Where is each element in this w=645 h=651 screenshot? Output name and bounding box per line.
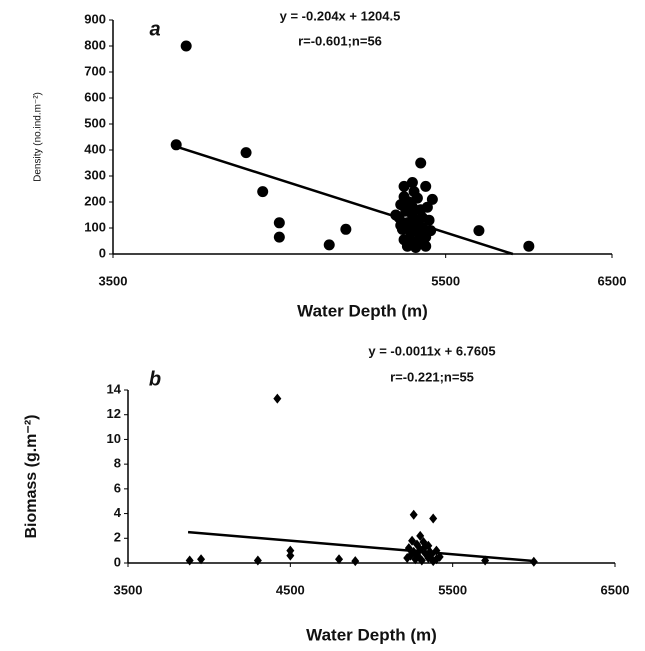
y-tick-label: 300 (84, 167, 106, 182)
y-tick-label: 0 (99, 245, 106, 260)
panel-label: b (149, 368, 161, 390)
x-tick-label: 6500 (601, 582, 630, 597)
point (273, 393, 282, 404)
y-tick-label: 100 (84, 219, 106, 234)
point (395, 219, 407, 231)
y-tick-label: 0 (114, 554, 121, 569)
equation: r=-0.601;n=56 (298, 33, 382, 48)
point (351, 556, 360, 567)
y-tick-label: 2 (114, 530, 121, 545)
y-tick-label: 12 (107, 406, 121, 421)
point (481, 555, 490, 566)
point (416, 212, 428, 224)
point (240, 147, 252, 159)
y-tick-label: 14 (107, 381, 122, 396)
x-tick-label: 3500 (114, 582, 143, 597)
y-tick-label: 900 (84, 11, 106, 26)
point (403, 553, 412, 564)
point (421, 541, 430, 552)
y-tick-label: 700 (84, 63, 106, 78)
equation: y = -0.204x + 1204.5 (280, 8, 401, 23)
point (432, 554, 441, 565)
trend-line (187, 530, 534, 563)
point (410, 242, 422, 253)
point (257, 186, 269, 198)
y-tick-label: 600 (84, 89, 106, 104)
point (416, 530, 425, 541)
point (390, 209, 402, 221)
point (415, 157, 427, 169)
panel-label: a (149, 18, 160, 40)
trend-line (174, 144, 514, 256)
point (398, 191, 410, 203)
y-tick-label: 8 (114, 456, 121, 471)
point (340, 223, 352, 235)
point (197, 554, 206, 565)
y-tick-label: 6 (114, 480, 121, 495)
x-tick-label: 5500 (431, 273, 460, 288)
point (425, 546, 434, 557)
y-tick-label: 500 (84, 115, 106, 130)
point (185, 555, 194, 566)
point (253, 555, 262, 566)
equation: y = -0.0011x + 6.7605 (368, 343, 495, 358)
point (170, 139, 182, 151)
y-axis-label: Biomass (g.m⁻²) (23, 414, 40, 538)
y-axis-label: Density (no.ind.m⁻²) (33, 92, 44, 182)
point (406, 177, 418, 188)
x-tick-label: 3500 (99, 273, 128, 288)
point (420, 240, 432, 252)
point (425, 225, 437, 237)
point (426, 193, 438, 205)
point (403, 232, 415, 244)
point (421, 201, 433, 213)
point (323, 239, 335, 251)
point (408, 186, 420, 198)
point (398, 180, 410, 192)
point (523, 240, 535, 252)
point (406, 201, 418, 213)
point (335, 554, 344, 565)
point (180, 40, 192, 52)
x-tick-label: 6500 (598, 273, 627, 288)
y-tick-label: 800 (84, 37, 106, 52)
point (473, 225, 485, 237)
point (412, 549, 421, 560)
point (420, 180, 432, 192)
equation: r=-0.221;n=55 (390, 369, 474, 384)
point (273, 231, 285, 243)
point (409, 509, 418, 520)
y-tick-label: 200 (84, 193, 106, 208)
x-tick-label: 5500 (438, 582, 467, 597)
y-tick-label: 10 (107, 431, 121, 446)
y-tick-label: 4 (114, 505, 122, 520)
x-axis-label: Water Depth (m) (306, 625, 437, 644)
y-tick-label: 400 (84, 141, 106, 156)
point (417, 555, 426, 566)
point (429, 513, 438, 524)
x-tick-label: 4500 (276, 582, 305, 597)
point (286, 550, 295, 561)
point (529, 556, 538, 567)
point (273, 217, 285, 229)
x-axis-label: Water Depth (m) (297, 301, 428, 320)
